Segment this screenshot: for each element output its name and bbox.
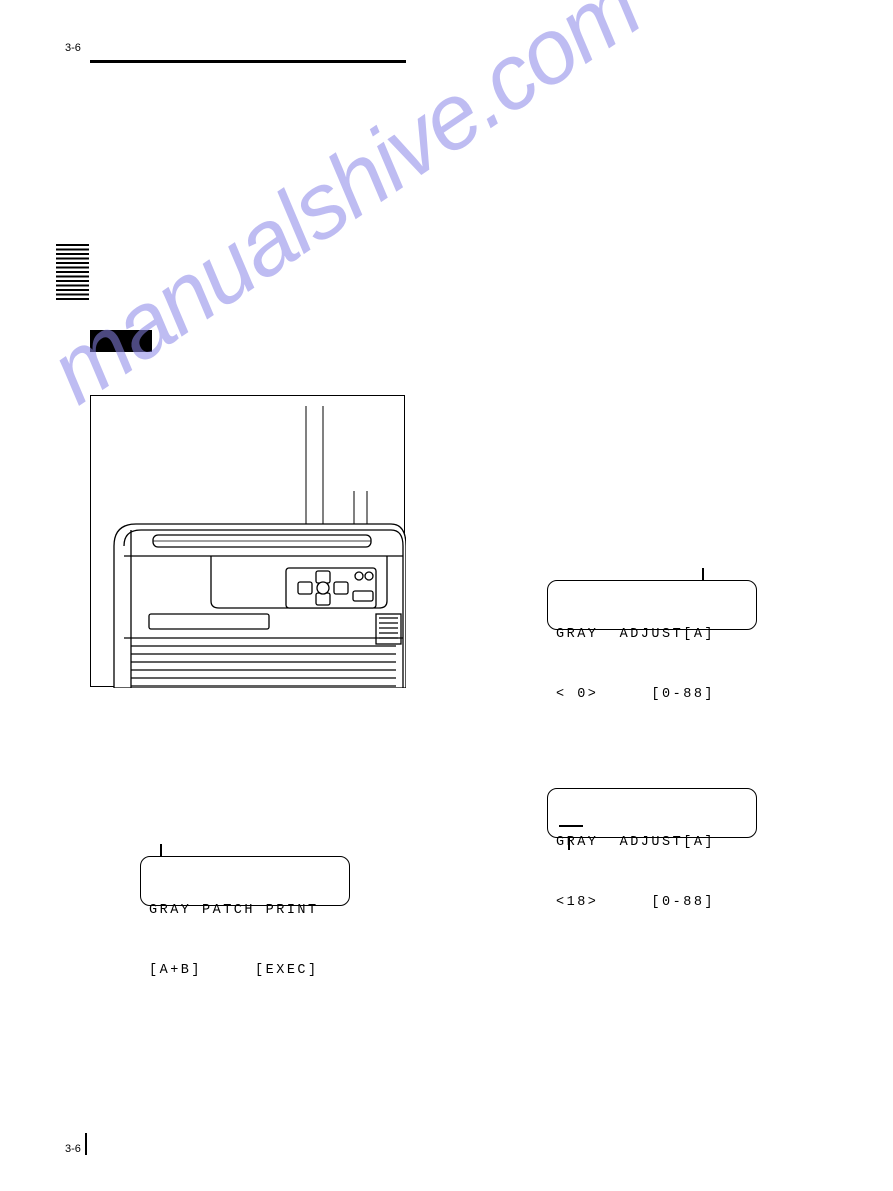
section-marker <box>90 330 152 352</box>
lcd-tick <box>160 844 162 856</box>
lcd-line: < 0> [0-88] <box>556 685 748 705</box>
lcd-line: [A+B] [EXEC] <box>149 961 341 981</box>
printer-figure <box>90 395 405 687</box>
header-rule <box>90 60 406 63</box>
lcd-tick <box>568 838 570 850</box>
lcd-tick <box>702 568 704 580</box>
lcd-gray-adjust-eighteen: GRAY ADJUST[A] <18> [0-88] <box>547 788 757 838</box>
watermark: manualshive.com <box>31 0 658 425</box>
footer-rule <box>85 1133 87 1155</box>
lcd-line: GRAY PATCH PRINT <box>149 901 341 921</box>
lcd-gray-patch-print: GRAY PATCH PRINT [A+B] [EXEC] <box>140 856 350 906</box>
margin-hatch <box>56 244 89 300</box>
lcd-line: <18> [0-88] <box>556 893 748 913</box>
lcd-line: GRAY ADJUST[A] <box>556 625 748 645</box>
lcd-line: GRAY ADJUST[A] <box>556 833 748 853</box>
page-number-bottom: 3-6 <box>65 1143 81 1155</box>
page-number-top: 3-6 <box>65 42 81 54</box>
lcd-gray-adjust-zero: GRAY ADJUST[A] < 0> [0-88] <box>547 580 757 630</box>
printer-drawing <box>91 396 406 688</box>
lcd-cursor-underline <box>559 825 583 827</box>
